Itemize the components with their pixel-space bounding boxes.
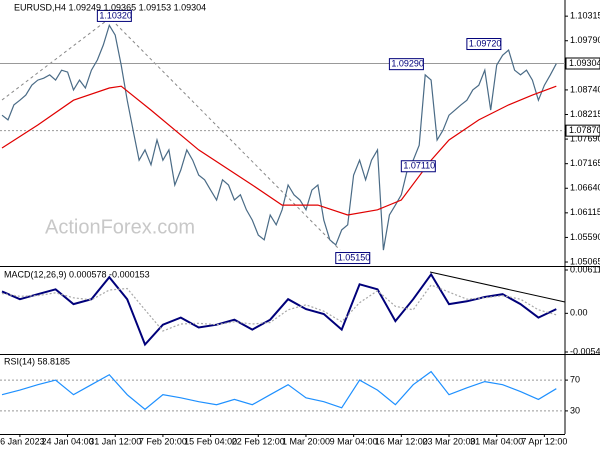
x-tick-label: 23 Mar 20:00 [422,436,475,446]
y-tick-label: 1.06640 [570,183,600,193]
panel-title: RSI(14) 58.8185 [4,356,70,366]
price-annotation-box [335,252,371,265]
y-tick-label: 1.05065 [570,256,600,266]
y-tick-label: 70 [570,374,580,384]
x-tick-label: 15 Feb 04:00 [184,436,237,446]
y-tick-label: 1.05590 [570,232,600,242]
y-tick-label: 0.006118 [570,264,600,274]
y-tick-label: 0.00 [570,308,588,318]
price-annotation-box [400,160,436,173]
y-tick-label: 1.07690 [570,133,600,143]
series-line [1,23,557,251]
y-tick-label: -0.005458 [570,346,600,356]
y-tick-label: 1.07165 [570,158,600,168]
x-tick-label: 31 Jan 12:00 [89,436,141,446]
price-label-box [565,57,600,70]
x-tick-label: 9 Mar 04:00 [330,436,378,446]
series-line [1,284,557,332]
x-tick-label: 16 Mar 12:00 [375,436,428,446]
price-annotation: 1.09720 [469,38,502,48]
x-tick-label: 1 Mar 20:00 [282,436,330,446]
price-annotation: 1.09290 [391,59,424,69]
y-tick-label: 1.09790 [570,35,600,45]
price-annotation-box [466,38,502,51]
price-label: 1.07870 [569,125,600,135]
x-tick-label: 24 Jan 04:00 [42,436,94,446]
x-tick-label: 31 Mar 04:00 [470,436,523,446]
panel-title: EURUSD,H4 1.09249 1.09365 1.09153 1.0930… [14,2,206,12]
y-tick-label: 1.08215 [570,109,600,119]
x-tick-label: 7 Feb 20:00 [139,436,187,446]
x-tick-label: 16 Jan 2023 [0,436,45,446]
watermark: ActionForex.com [45,216,195,238]
panel-title: MACD(12,26,9) 0.000578 -0.000153 [4,269,150,279]
series-line [1,272,557,347]
series-line [1,370,557,411]
x-tick-label: 22 Feb 12:00 [232,436,285,446]
price-label-box [565,124,600,137]
price-label: 1.09304 [569,58,600,68]
y-tick-label: 1.08740 [570,84,600,94]
series-line [1,85,557,216]
price-annotation-box [96,9,132,22]
y-tick-label: 30 [570,405,580,415]
x-tick-label: 7 Apr 12:00 [521,436,567,446]
price-annotation: 1.05150 [338,252,371,262]
price-annotation: 1.10320 [99,10,132,20]
y-tick-label: 1.10315 [570,11,600,21]
price-annotation: 1.07110 [403,161,435,171]
macd-trend-line [429,271,566,303]
y-tick-label: 1.06115 [570,207,600,217]
price-annotation-box [388,58,424,71]
